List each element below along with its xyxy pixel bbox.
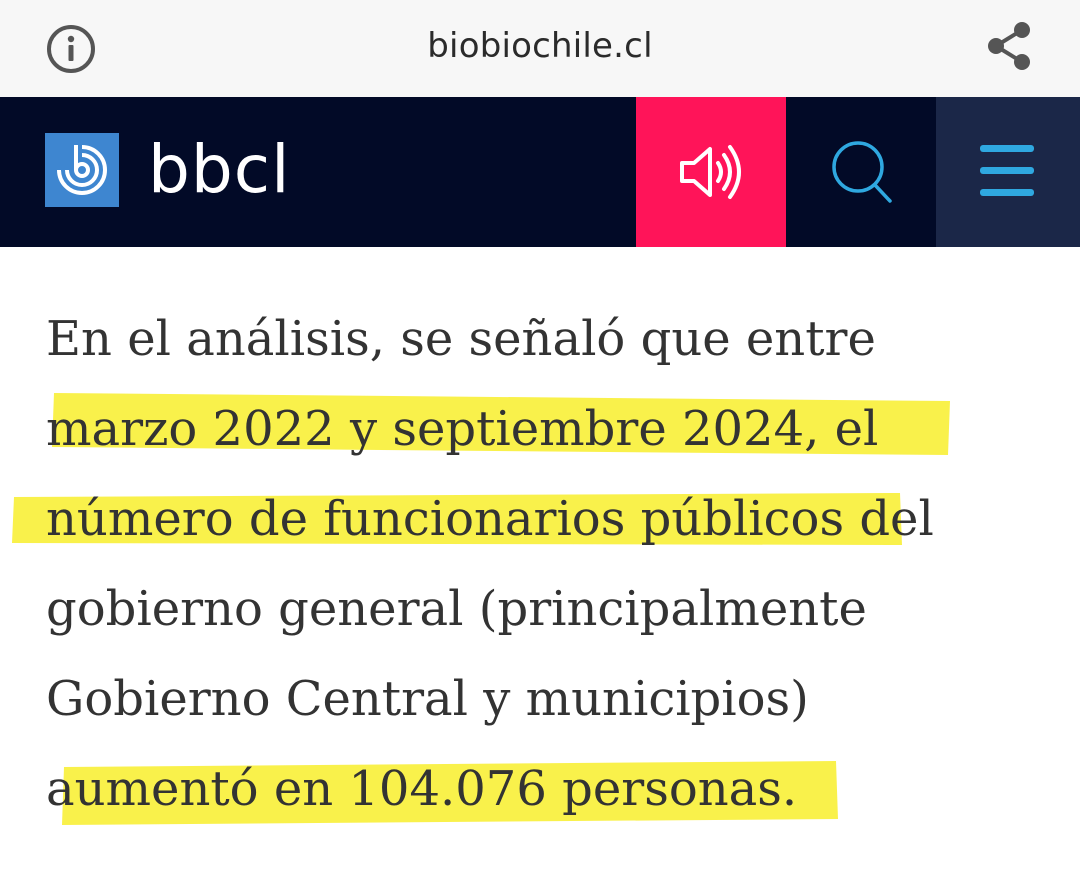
search-button[interactable]	[786, 97, 936, 247]
biobio-logo-icon[interactable]	[45, 133, 119, 207]
article-line-4: gobierno general (principalmente	[46, 581, 867, 637]
article-body: En el análisis, se señaló que entre marz…	[0, 247, 1080, 886]
highlight-mark-1	[52, 393, 950, 455]
search-icon	[832, 141, 892, 203]
highlight-mark-3	[62, 761, 838, 825]
article-line-2: marzo 2022 y septiembre 2024, el	[46, 401, 879, 457]
menu-button[interactable]	[936, 97, 1080, 247]
site-header: bbcl	[0, 97, 1080, 247]
article-line-6: aumentó en 104.076 personas.	[46, 761, 798, 817]
article-line-3: número de funcionarios públicos del	[46, 491, 934, 547]
share-icon[interactable]	[984, 20, 1034, 72]
article-line-5: Gobierno Central y municipios)	[46, 671, 809, 727]
site-logo-text[interactable]: bbcl	[148, 131, 291, 208]
audio-button[interactable]	[636, 97, 786, 247]
browser-url-bar: biobiochile.cl	[0, 0, 1080, 97]
hamburger-menu-icon	[980, 145, 1034, 196]
highlighter-marks	[12, 393, 950, 825]
article-line-1: En el análisis, se señaló que entre	[46, 311, 876, 367]
info-circle-icon[interactable]	[44, 22, 98, 76]
highlight-mark-2	[12, 493, 902, 545]
speaker-icon	[680, 145, 741, 199]
url-text[interactable]: biobiochile.cl	[427, 26, 653, 66]
